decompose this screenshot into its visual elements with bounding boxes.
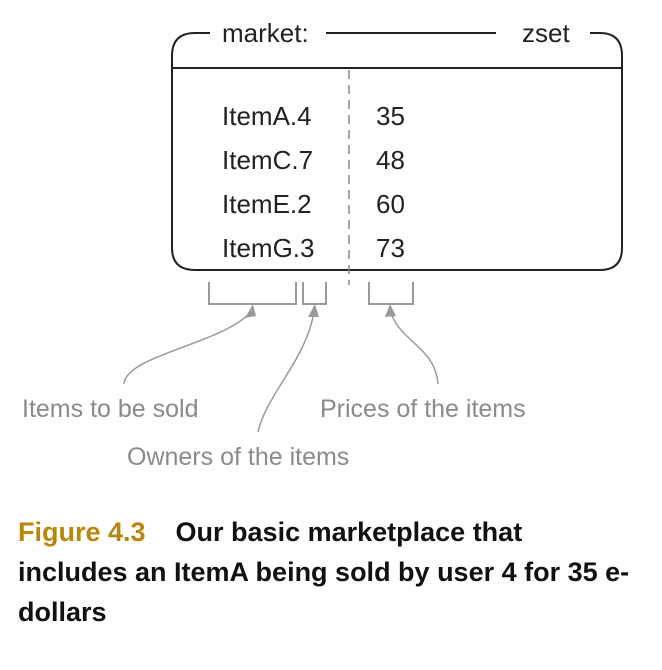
zset-member: ItemG.3 xyxy=(222,233,314,263)
owners-arrow-head xyxy=(308,304,319,317)
prices-annotation: Prices of the items xyxy=(320,395,526,423)
zset-score: 35 xyxy=(376,101,405,131)
figure-caption: Figure 4.3 Our basic marketplace that inc… xyxy=(18,512,638,632)
prices-bracket xyxy=(368,282,414,305)
items-annotation: Items to be sold xyxy=(22,395,198,423)
zset-box-outline xyxy=(171,32,623,271)
zset-diagram: market: zset ItemA.4 35 ItemC.7 48 ItemE… xyxy=(22,18,623,471)
zset-key-label: market: xyxy=(222,18,309,48)
figure-caption-text: Our basic marketplace that includes an I… xyxy=(18,517,630,627)
zset-score: 60 xyxy=(376,189,405,219)
prices-callout-curve xyxy=(390,311,439,385)
zset-score: 48 xyxy=(376,145,405,175)
owners-callout-curve xyxy=(257,311,315,433)
zset-member: ItemA.4 xyxy=(222,101,312,131)
prices-arrow-head xyxy=(385,304,396,317)
owners-bracket xyxy=(302,282,327,305)
zset-member: ItemC.7 xyxy=(222,145,313,175)
items-bracket xyxy=(208,282,297,305)
zset-score: 73 xyxy=(376,233,405,263)
zset-member: ItemE.2 xyxy=(222,189,312,219)
figure-number: Figure 4.3 xyxy=(18,517,146,547)
zset-type-label: zset xyxy=(522,18,570,48)
owners-annotation: Owners of the items xyxy=(127,443,349,471)
items-callout-curve xyxy=(123,311,252,385)
items-arrow-head xyxy=(245,304,256,318)
